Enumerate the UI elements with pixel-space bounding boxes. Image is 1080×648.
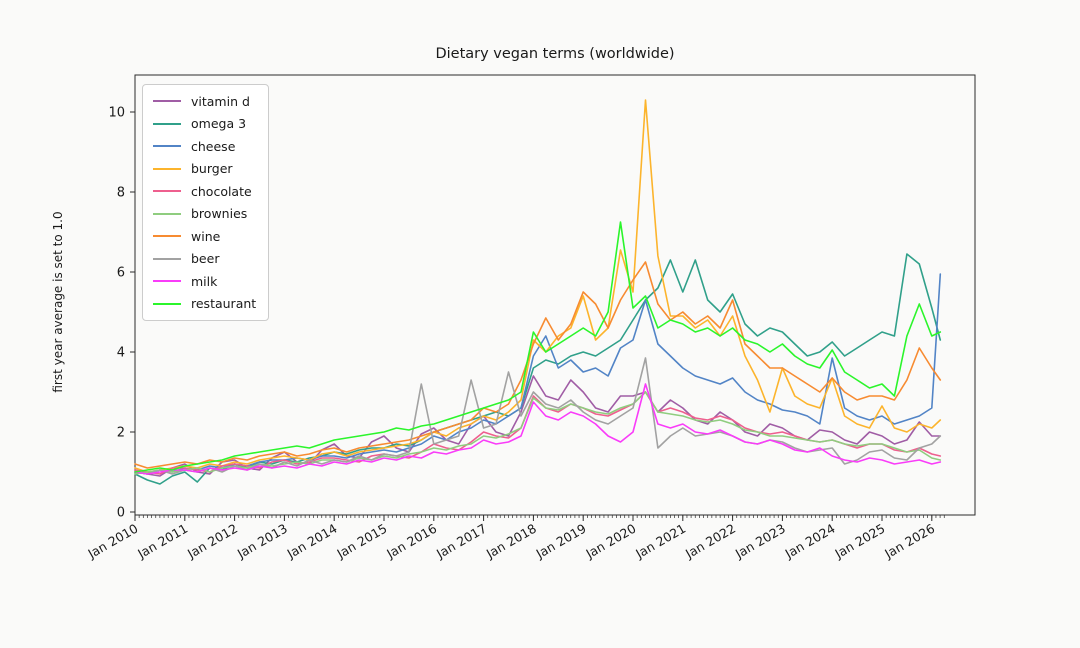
y-tick-label: 10 [108,106,125,121]
legend-label: chocolate [191,183,252,199]
legend-label: omega 3 [191,116,247,131]
y-axis-label: first year average is set to 1.0 [51,211,65,393]
legend-item-chocolate: chocolate [153,182,256,200]
x-tick-label: Jan 2013 [234,521,290,562]
x-tick-label: Jan 2022 [682,521,738,562]
x-tick-label: Jan 2010 [84,521,140,562]
x-tick-label: Jan 2015 [333,521,389,562]
series-line-burger [134,99,942,473]
legend-swatch-icon [153,122,181,125]
legend-item-milk: milk [153,272,256,290]
legend-label: milk [191,273,218,289]
x-tick-label: Jan 2016 [383,521,439,562]
series-line-milk [134,383,942,475]
legend-item-brownies: brownies [153,205,256,223]
legend-item-vitamin-d: vitamin d [153,92,256,110]
legend-label: beer [191,251,220,266]
y-tick-label: 0 [117,506,125,521]
y-tick-label: 4 [117,346,125,361]
legend-label: restaurant [191,296,257,311]
legend-item-cheese: cheese [153,137,256,155]
legend-swatch-icon [153,280,181,282]
legend-label: vitamin d [191,93,250,109]
legend-swatch-icon [153,257,181,260]
legend-item-burger: burger [153,160,256,178]
x-tick-label: Jan 2012 [184,521,240,562]
legend-label: brownies [191,206,248,221]
x-tick-label: Jan 2014 [284,521,340,562]
series-line-restaurant [134,221,942,473]
series-line-wine [134,261,942,469]
x-tick-label: Jan 2019 [533,521,589,562]
legend-label: burger [191,161,233,176]
x-tick-label: Jan 2026 [881,521,937,562]
legend-swatch-icon [153,190,181,192]
legend: vitamin d omega 3 cheese burger chocolate bro… [142,84,270,321]
legend-swatch-icon [153,212,181,215]
x-tick-label: Jan 2018 [483,521,539,562]
legend-item-restaurant: restaurant [153,295,256,313]
legend-label: wine [191,228,221,244]
x-tick-label: Jan 2021 [632,521,688,562]
y-tick-label: 2 [117,426,125,441]
x-tick-label: Jan 2020 [582,521,638,562]
legend-label: cheese [191,138,236,154]
legend-item-beer: beer [153,250,256,268]
series-line-brownies [134,391,942,475]
legend-item-omega-3: omega 3 [153,115,256,133]
legend-swatch-icon [153,100,181,102]
x-tick-label: Jan 2011 [134,521,190,562]
x-tick-label: Jan 2024 [782,521,838,562]
legend-swatch-icon [153,145,181,147]
x-tick-label: Jan 2025 [831,521,887,562]
legend-swatch-icon [153,302,181,305]
legend-swatch-icon [153,235,181,237]
x-tick-label: Jan 2017 [433,521,489,562]
y-tick-label: 8 [117,186,125,201]
chart-title: Dietary vegan terms (worldwide) [435,46,675,62]
x-tick-label: Jan 2023 [732,521,788,562]
legend-swatch-icon [153,167,181,170]
y-tick-label: 6 [117,266,125,281]
legend-item-wine: wine [153,227,256,245]
